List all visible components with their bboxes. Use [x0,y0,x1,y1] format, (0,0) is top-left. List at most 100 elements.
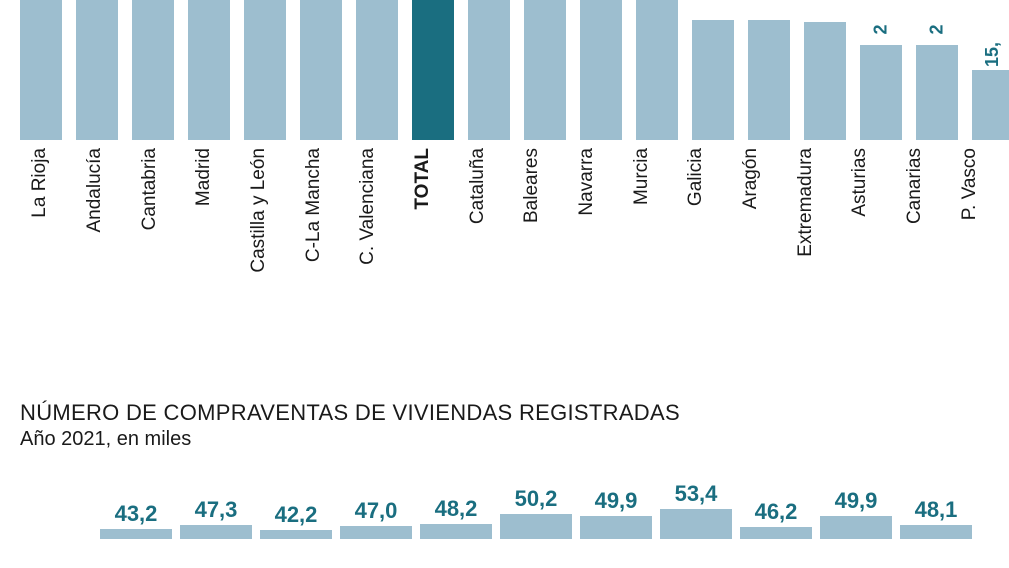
chart1-bar: 15, [972,70,1009,140]
chart1-bar [356,0,398,140]
chart1-label: TOTAL [412,148,434,210]
chart2-bar-rect [260,530,332,539]
chart1-bar-rect [468,0,510,140]
chart1-bar-value: 15, [983,42,1004,67]
chart1-label-col: Galicia [676,148,717,298]
chart1-labels-area: La Rioja Andalucía Cantabria Madrid Castilla… [20,148,990,298]
chart1-bar-rect [132,0,174,140]
chart1-label-col: TOTAL [403,148,444,298]
chart1-label: C. Valenciana [357,148,379,265]
chart1-bar [636,0,678,140]
chart1-label-col: La Rioja [20,148,61,298]
chart2-bar: 48,1 [900,497,972,539]
chart2-bar-rect [340,526,412,539]
chart2-subtitle: Año 2021, en miles [20,428,990,451]
chart1-label-col: Murcia [621,148,662,298]
chart1-label: Murcia [631,148,653,205]
chart1-bars-area: 2215, [20,0,990,140]
chart1-label: C-La Mancha [303,148,325,262]
chart1-bar [76,0,118,140]
chart1-label-col: Cantabria [129,148,170,298]
chart1-bar [580,0,622,140]
chart2-bar: 46,2 [740,499,812,539]
chart1-label-col: Canarias [895,148,936,298]
chart2-bar-rect [420,524,492,539]
chart1-label-col: C. Valenciana [348,148,389,298]
chart1-label: Andalucía [84,148,106,233]
chart1-bar-rect [356,0,398,140]
chart1-bar-rect [244,0,286,140]
chart1-bar-rect [300,0,342,140]
chart2-bar-rect [900,525,972,539]
chart1-label: Baleares [521,148,543,223]
chart1-bar [188,0,230,140]
chart1-label: Castilla y León [248,148,270,273]
chart1-label-col: Navarra [567,148,608,298]
chart1-bar [300,0,342,140]
chart2-bar-value: 48,1 [915,497,958,523]
chart1-label-col: Madrid [184,148,225,298]
chart2-bar: 48,2 [420,496,492,539]
chart1-bar-rect [692,20,734,140]
chart1-bar-rect [580,0,622,140]
chart1-bar [244,0,286,140]
chart2-bar-rect [660,509,732,539]
chart2-bar: 53,4 [660,481,732,539]
chart2-bar: 49,9 [820,488,892,539]
chart2-bar-value: 49,9 [835,488,878,514]
chart1-bar-value: 2 [926,24,947,34]
page: 2 2 15, La Rioja Andalucía Cantabria Madrid Ca… [0,0,1009,568]
chart1-label: Madrid [193,148,215,206]
chart2-bar-value: 48,2 [435,496,478,522]
chart1-bar-rect [524,0,566,140]
chart1-bar: 2 [916,45,958,140]
chart2-bar-rect [580,516,652,539]
chart1-bar-rect [412,0,454,140]
chart1-bar [468,0,510,140]
chart2-bar: 47,3 [180,497,252,539]
chart1-label: Asturias [849,148,871,217]
chart1-label: Galicia [685,148,707,206]
chart1-bar [132,0,174,140]
chart2-bar-rect [100,529,172,539]
chart2-bar-value: 50,2 [515,486,558,512]
chart1-label-col: P. Vasco [949,148,990,298]
chart2-bar: 42,2 [260,502,332,539]
chart1-label-col: Asturias [840,148,881,298]
chart1-bar-rect [916,45,958,140]
chart1-bar-rect [748,20,790,140]
chart2-bar: 43,2 [100,501,172,539]
chart2-title: NÚMERO DE COMPRAVENTAS DE VIVIENDAS REGI… [20,400,990,426]
chart2-bar: 49,9 [580,488,652,539]
chart1-bar-rect [188,0,230,140]
chart1-label: Cataluña [467,148,489,224]
chart1-bar [20,0,62,140]
chart1-label: Extremadura [795,148,817,257]
chart2-bar-rect [740,527,812,539]
chart2-bar-value: 47,0 [355,498,398,524]
chart1-label: La Rioja [29,148,51,218]
chart1-label-col: Aragón [731,148,772,298]
chart2-bar-value: 43,2 [115,501,158,527]
chart1-label: Navarra [576,148,598,216]
chart2-bar-value: 42,2 [275,502,318,528]
chart1-bar [748,20,790,140]
chart1-bar-rect [804,22,846,140]
chart1-label-col: Andalucía [75,148,116,298]
chart1-label-col: Extremadura [785,148,826,298]
chart2-bar-value: 47,3 [195,497,238,523]
chart1-bar-rect [860,45,902,140]
chart1-label: Canarias [904,148,926,224]
chart1-bar-value: 2 [870,24,891,34]
chart1-bar-rect [76,0,118,140]
chart1-bar-rect [20,0,62,140]
chart1-label: Aragón [740,148,762,209]
chart1-bar [524,0,566,140]
chart2-bar-rect [500,514,572,539]
chart2-bar-rect [180,525,252,539]
chart2-bar-rect [820,516,892,539]
chart1-bar-rect [972,70,1009,140]
chart2-bars-area: 43,247,342,247,048,250,249,953,446,249,9… [20,479,990,539]
chart2-bar: 47,0 [340,498,412,539]
chart1-bar [804,22,846,140]
